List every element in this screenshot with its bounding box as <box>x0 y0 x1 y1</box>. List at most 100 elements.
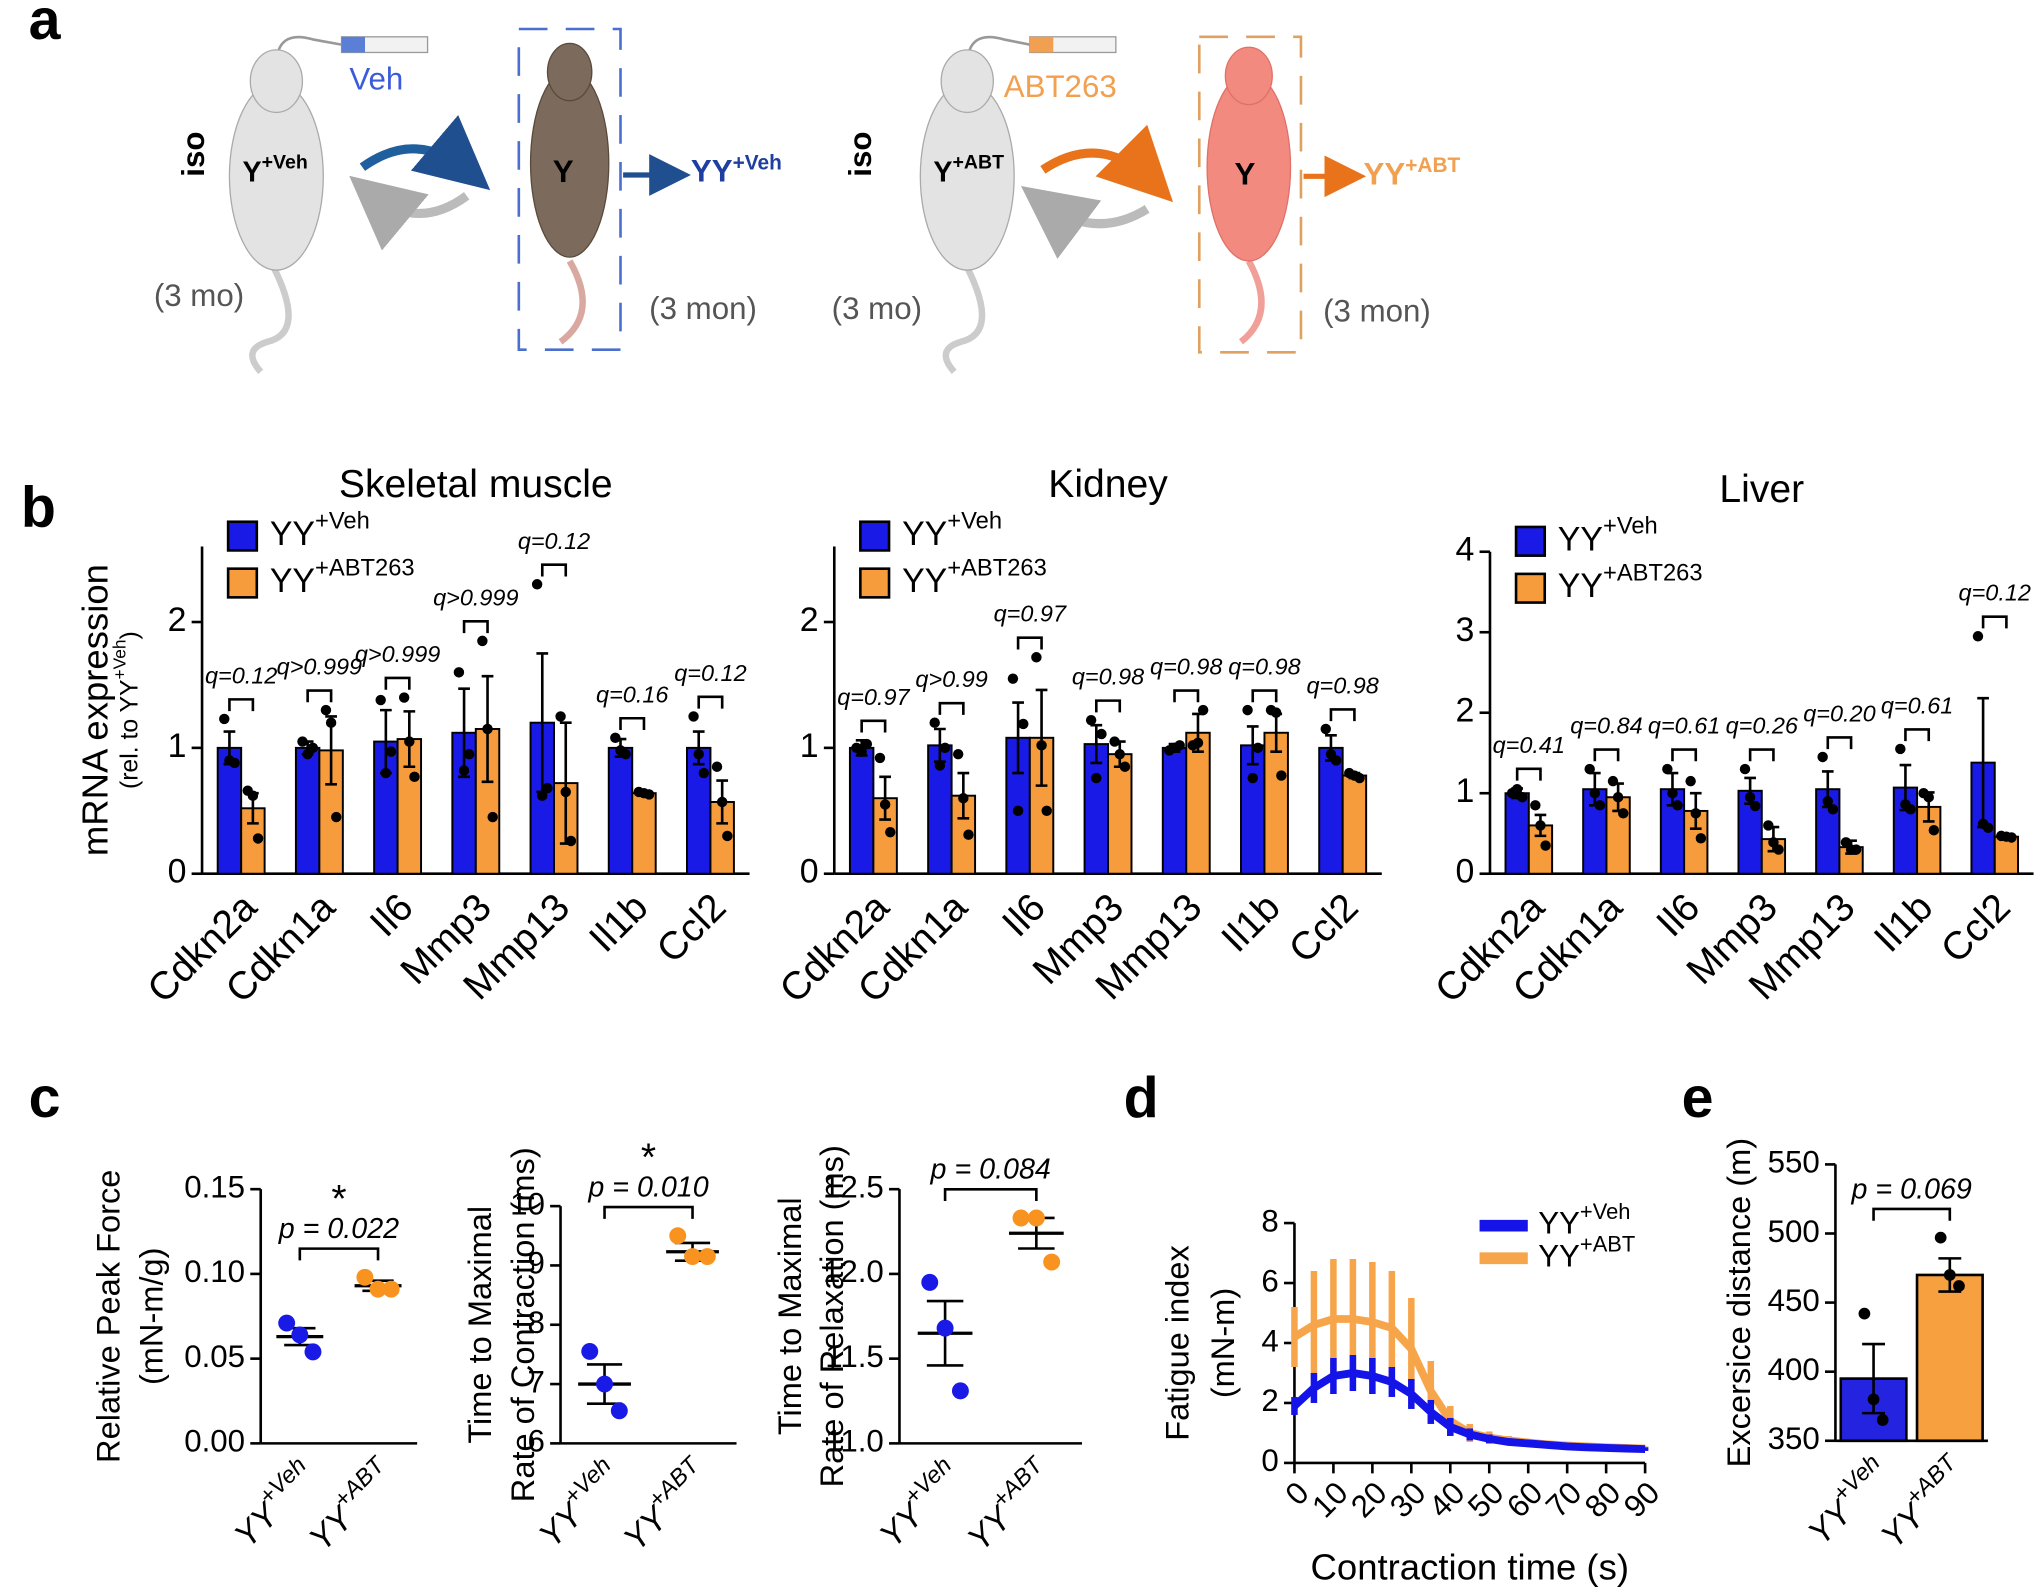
data-point <box>1822 796 1833 807</box>
bar <box>1504 792 1530 875</box>
syringe-fill <box>341 36 365 53</box>
data-point <box>1612 792 1624 803</box>
data-point <box>958 792 969 804</box>
legend-label-part: YY <box>1558 520 1603 558</box>
recipient-label: Y <box>553 154 574 189</box>
y-tick-label: 0 <box>168 853 187 891</box>
x-tick-label: 90 <box>1617 1475 1666 1524</box>
data-point <box>1584 763 1595 775</box>
y-tick-label: 8 <box>1261 1203 1278 1238</box>
y-tick-label: 450 <box>1768 1283 1820 1318</box>
data-point <box>1320 723 1331 735</box>
error-bar <box>458 687 470 779</box>
bracket <box>1593 748 1620 762</box>
x-tick-label: YY+ABT <box>612 1452 719 1559</box>
legend-label-part: YY <box>1538 1206 1580 1241</box>
data-point <box>1858 1307 1871 1320</box>
x-tick-label: Il6 <box>362 886 422 946</box>
significance: * <box>331 1178 346 1221</box>
iso-label: iso <box>843 132 878 177</box>
data-point <box>1739 763 1751 775</box>
x-tick-label: YY+Veh <box>527 1453 629 1555</box>
arrow <box>359 115 491 191</box>
y-tick-label: 2 <box>1455 692 1474 730</box>
bracket <box>1016 636 1043 650</box>
data-point <box>885 826 896 838</box>
y-tick-label: 12.0 <box>823 1254 884 1289</box>
data-point <box>698 767 710 779</box>
data-point <box>711 761 723 772</box>
data-point <box>1043 1253 1061 1271</box>
y-tick-label: 4 <box>1455 531 1474 569</box>
y-axis-label: Excersice distance (m) <box>1721 1138 1757 1467</box>
legend-label: YY+Veh <box>902 509 1002 553</box>
x-tick-label: YY+ABT <box>1869 1449 1976 1556</box>
y-tick-label: 2 <box>168 601 187 639</box>
data-point <box>380 767 392 779</box>
error-bar <box>1246 725 1259 766</box>
bracket <box>462 620 489 634</box>
data-point <box>1252 742 1264 754</box>
annotation: q>0.99 <box>915 666 987 692</box>
x-tick-label: YY+ABT <box>956 1452 1063 1559</box>
result-label: YY+ABT <box>1364 153 1461 191</box>
error-bar <box>1012 701 1024 775</box>
annotation: q>0.999 <box>277 654 362 680</box>
data-point <box>1905 804 1916 815</box>
legend-label-part: +Veh <box>1603 514 1658 540</box>
annotation: q=0.41 <box>1493 732 1565 758</box>
data-point <box>1247 772 1258 784</box>
bracket <box>1671 748 1698 762</box>
x-tick-label-part: +ABT <box>644 1452 706 1514</box>
data-point <box>921 1273 939 1291</box>
data-point <box>398 692 410 703</box>
error-bar <box>1035 688 1048 787</box>
arrow <box>1020 185 1150 259</box>
y-axis-label: Time to Maximal <box>462 1206 498 1444</box>
y-tick-label: 8 <box>528 1305 545 1340</box>
y-tick-label: 10 <box>510 1186 545 1221</box>
data-point <box>1928 825 1940 836</box>
data-point <box>1768 837 1779 848</box>
data-point <box>934 760 946 771</box>
data-point <box>1972 631 1984 642</box>
data-point <box>929 717 940 728</box>
bracket <box>1329 708 1356 722</box>
annotation: q=0.98 <box>1306 672 1378 698</box>
data-point <box>596 1375 614 1393</box>
annotation: q=0.61 <box>1881 692 1953 718</box>
data-point <box>1276 770 1287 781</box>
annotation: p = 0.022 <box>278 1213 399 1245</box>
data-point <box>1041 805 1052 817</box>
data-point <box>693 748 704 760</box>
mouse-head <box>940 49 994 114</box>
data-point <box>1934 1231 1947 1244</box>
data-point <box>404 736 415 747</box>
data-point <box>1690 808 1701 819</box>
bar <box>686 746 712 875</box>
y-axis-note-part: ) <box>116 631 143 639</box>
injection-label: ABT263 <box>1004 69 1117 104</box>
donor-label: Y+Veh <box>242 151 307 188</box>
data-point <box>610 1402 628 1420</box>
data-point <box>229 757 240 769</box>
age-label: (3 mon) <box>1323 293 1431 328</box>
data-point <box>1983 822 1994 834</box>
y-axis-label: Fatigue index <box>1159 1245 1195 1441</box>
legend-label-part: YY <box>902 562 947 600</box>
mouse-head <box>546 42 593 102</box>
y-tick-label: 11.5 <box>825 1339 884 1374</box>
data-point <box>1953 1280 1965 1292</box>
y-tick-label: 3 <box>1455 611 1474 649</box>
x-tick-label-part: +ABT <box>1901 1449 1963 1511</box>
bar <box>1341 774 1368 875</box>
y-tick-label: 6 <box>528 1424 545 1459</box>
data-point <box>1119 761 1131 772</box>
data-point <box>453 667 465 678</box>
bracket <box>298 1247 380 1261</box>
bracket <box>938 701 965 715</box>
y-axis-note: (rel. to YY+Veh) <box>109 631 143 789</box>
data-point <box>1031 652 1042 663</box>
annotation: q>0.999 <box>433 584 518 610</box>
